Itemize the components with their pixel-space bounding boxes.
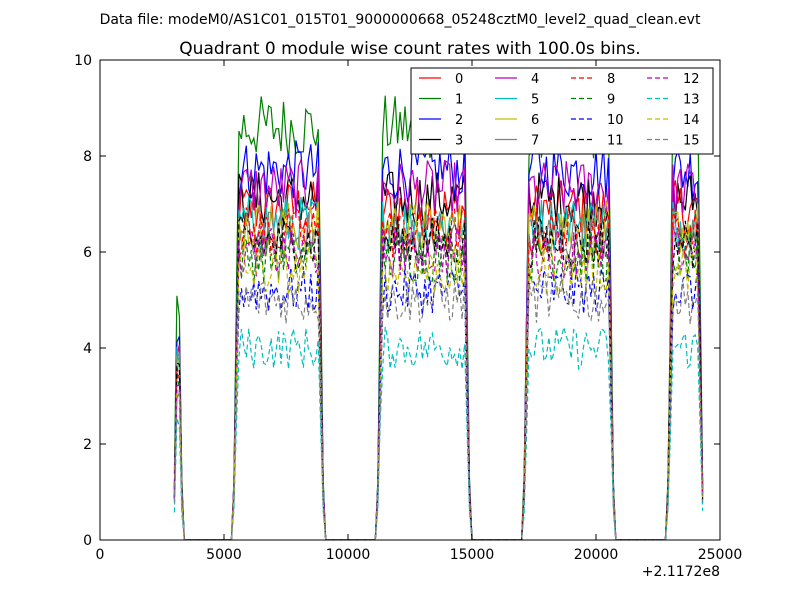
y-tick-label: 4 bbox=[83, 341, 92, 357]
y-tick-label: 8 bbox=[83, 149, 92, 165]
legend-label-12: 12 bbox=[683, 72, 700, 87]
legend-label-14: 14 bbox=[683, 113, 700, 128]
legend-label-3: 3 bbox=[455, 134, 463, 149]
legend-label-11: 11 bbox=[607, 134, 624, 149]
legend-label-4: 4 bbox=[531, 72, 539, 87]
series-line-13 bbox=[173, 326, 704, 540]
legend-label-1: 1 bbox=[455, 93, 463, 108]
chart-title: Quadrant 0 module wise count rates with … bbox=[179, 39, 640, 59]
legend-label-10: 10 bbox=[607, 113, 624, 128]
y-tick-label: 6 bbox=[83, 245, 92, 261]
legend-box bbox=[410, 67, 714, 155]
y-tick-label: 0 bbox=[83, 533, 92, 549]
legend-label-15: 15 bbox=[683, 134, 700, 149]
legend-label-13: 13 bbox=[683, 93, 700, 108]
x-axis: 0 5000 10000 15000 20000 25000 bbox=[96, 60, 743, 563]
legend-label-0: 0 bbox=[455, 72, 463, 87]
series-line-15 bbox=[173, 274, 704, 540]
legend-label-2: 2 bbox=[455, 113, 463, 128]
y-tick-label: 2 bbox=[83, 437, 92, 453]
legend-label-5: 5 bbox=[531, 93, 539, 108]
legend-label-8: 8 bbox=[607, 72, 615, 87]
legend-label-6: 6 bbox=[531, 113, 539, 128]
suptitle: Data file: modeM0/AS1C01_015T01_90000006… bbox=[100, 12, 701, 28]
x-tick-label: 0 bbox=[96, 547, 105, 563]
legend-label-9: 9 bbox=[607, 93, 615, 108]
x-tick-label: 5000 bbox=[206, 547, 242, 563]
series-line-14 bbox=[173, 246, 704, 540]
plot-area bbox=[99, 59, 721, 541]
x-tick-label: 25000 bbox=[698, 547, 743, 563]
x-tick-label: 15000 bbox=[450, 547, 495, 563]
legend-label-7: 7 bbox=[531, 134, 539, 149]
x-offset-label: +2.1172e8 bbox=[642, 564, 720, 580]
y-tick-label: 10 bbox=[74, 53, 92, 69]
x-tick-label: 10000 bbox=[326, 547, 371, 563]
x-tick-label: 20000 bbox=[574, 547, 619, 563]
